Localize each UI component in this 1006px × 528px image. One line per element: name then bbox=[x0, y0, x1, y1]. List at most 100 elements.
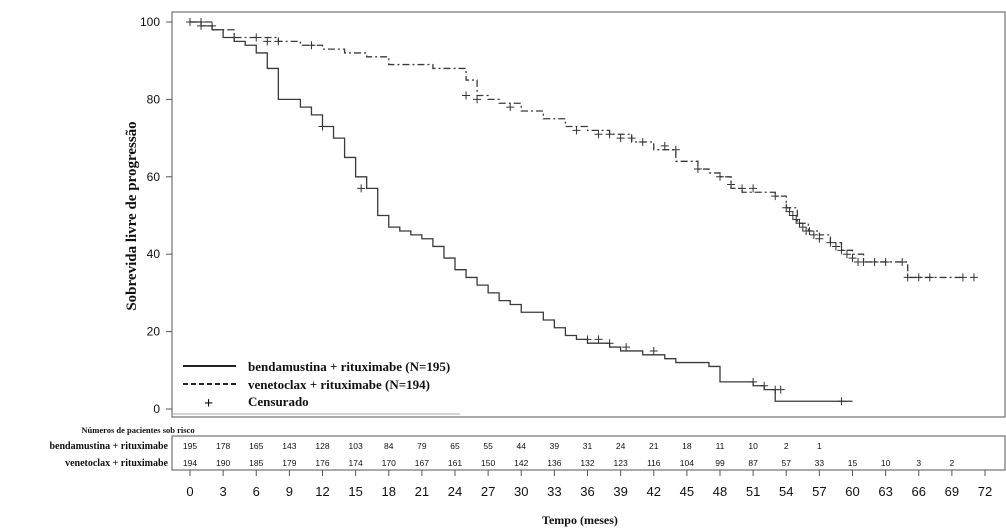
risk-value: 174 bbox=[349, 458, 363, 468]
risk-value: 55 bbox=[483, 441, 493, 451]
censor-mark bbox=[605, 130, 614, 139]
x-axis-label: Tempo (meses) bbox=[542, 513, 618, 527]
x-tick-label: 66 bbox=[912, 484, 926, 499]
x-tick-label: 63 bbox=[878, 484, 892, 499]
x-tick-label: 45 bbox=[680, 484, 694, 499]
series-line-benda bbox=[190, 21, 853, 402]
censor-marks bbox=[186, 18, 978, 406]
risk-value: 39 bbox=[550, 441, 560, 451]
censor-mark bbox=[462, 91, 471, 100]
censor-mark bbox=[357, 184, 366, 193]
risk-value: 104 bbox=[680, 458, 694, 468]
censor-mark bbox=[831, 242, 840, 251]
censor-mark bbox=[925, 273, 934, 282]
risk-table-title: Números de pacientes sob risco bbox=[81, 425, 194, 435]
y-ticks: 0 20 40 60 80 100 bbox=[140, 15, 172, 416]
x-tick-label: 57 bbox=[812, 484, 826, 499]
x-tick-label: 60 bbox=[845, 484, 859, 499]
censor-mark bbox=[506, 103, 515, 112]
risk-value: 167 bbox=[415, 458, 429, 468]
censor-mark bbox=[914, 273, 923, 282]
risk-value: 136 bbox=[547, 458, 561, 468]
risk-value: 57 bbox=[782, 458, 792, 468]
risk-value: 79 bbox=[417, 441, 427, 451]
risk-value: 87 bbox=[748, 458, 758, 468]
risk-value: 179 bbox=[282, 458, 296, 468]
censor-mark bbox=[594, 130, 603, 139]
risk-value: 176 bbox=[315, 458, 329, 468]
risk-value: 10 bbox=[748, 441, 758, 451]
censor-mark bbox=[958, 273, 967, 282]
censor-mark bbox=[649, 346, 658, 355]
risk-value: 2 bbox=[784, 441, 789, 451]
x-tick-label: 36 bbox=[580, 484, 594, 499]
censor-mark bbox=[815, 234, 824, 243]
censor-mark bbox=[749, 184, 758, 193]
censor-mark bbox=[842, 250, 851, 259]
x-tick-label: 33 bbox=[547, 484, 561, 499]
risk-value: 165 bbox=[249, 441, 263, 451]
risk-value: 178 bbox=[216, 441, 230, 451]
y-tick-label: 40 bbox=[147, 247, 161, 261]
x-tick-label: 21 bbox=[415, 484, 429, 499]
risk-value: 161 bbox=[448, 458, 462, 468]
censor-mark bbox=[307, 41, 316, 50]
risk-value: 116 bbox=[647, 458, 661, 468]
censor-mark bbox=[792, 215, 801, 224]
y-tick-label: 80 bbox=[147, 92, 161, 106]
x-tick-label: 15 bbox=[348, 484, 362, 499]
censor-mark bbox=[583, 335, 592, 344]
censor-mark bbox=[627, 134, 636, 143]
x-tick-label: 30 bbox=[514, 484, 528, 499]
risk-value: 65 bbox=[450, 441, 460, 451]
risk-value: 3 bbox=[916, 458, 921, 468]
legend-censor-marker: + bbox=[204, 395, 213, 412]
risk-value: 10 bbox=[881, 458, 891, 468]
risk-row-label-benda: bendamustina + rituximabe bbox=[50, 441, 169, 452]
censor-mark bbox=[473, 95, 482, 104]
censor-mark bbox=[186, 18, 194, 26]
censor-mark bbox=[208, 21, 217, 30]
censor-mark bbox=[809, 230, 818, 239]
x-tick-label: 12 bbox=[315, 484, 329, 499]
risk-value: 128 bbox=[315, 441, 329, 451]
y-axis-label: Sobrevida livre de progressão bbox=[124, 121, 140, 310]
x-tick-label: 18 bbox=[382, 484, 396, 499]
risk-value: 31 bbox=[583, 441, 593, 451]
x-tick-label: 39 bbox=[613, 484, 627, 499]
censor-mark bbox=[671, 145, 680, 154]
series-line-veneto bbox=[190, 21, 963, 279]
x-tick-label: 0 bbox=[186, 484, 193, 499]
censor-mark bbox=[230, 33, 239, 42]
x-tick-label: 42 bbox=[647, 484, 661, 499]
risk-value: 24 bbox=[616, 441, 626, 451]
censor-mark bbox=[798, 223, 807, 232]
legend-label-benda: bendamustina + rituximabe (N=195) bbox=[248, 359, 450, 374]
risk-value: 15 bbox=[848, 458, 858, 468]
y-tick-label: 100 bbox=[140, 15, 160, 29]
censor-mark bbox=[870, 257, 879, 266]
x-ticks: 0 3 6 9 12 15 18 21 24 27 30 33 36 39 42 45 48 51 54 57 60 63… bbox=[186, 470, 992, 499]
x-tick-label: 6 bbox=[253, 484, 260, 499]
censor-mark bbox=[795, 219, 804, 228]
legend-label-veneto: venetoclax + rituximabe (N=194) bbox=[248, 377, 430, 392]
risk-value: 84 bbox=[384, 441, 394, 451]
censor-mark bbox=[848, 254, 857, 263]
censor-mark bbox=[252, 33, 261, 42]
risk-value: 44 bbox=[517, 441, 527, 451]
y-tick-label: 60 bbox=[147, 170, 161, 184]
censor-mark bbox=[837, 246, 846, 255]
risk-values: 195 178 165 143 128 103 84 79 65 55 44 39 31 24 21 18 11… bbox=[183, 441, 955, 468]
risk-table-frame bbox=[171, 435, 1006, 471]
censor-mark bbox=[776, 385, 785, 394]
censor-mark bbox=[693, 165, 702, 174]
censor-mark bbox=[771, 192, 780, 201]
risk-value: 170 bbox=[382, 458, 396, 468]
x-tick-label: 69 bbox=[945, 484, 959, 499]
risk-value: 103 bbox=[349, 441, 363, 451]
x-tick-label: 48 bbox=[713, 484, 727, 499]
legend: bendamustina + rituximabe (N=195) veneto… bbox=[172, 359, 460, 415]
censor-mark bbox=[837, 397, 846, 406]
censor-mark bbox=[898, 257, 907, 266]
